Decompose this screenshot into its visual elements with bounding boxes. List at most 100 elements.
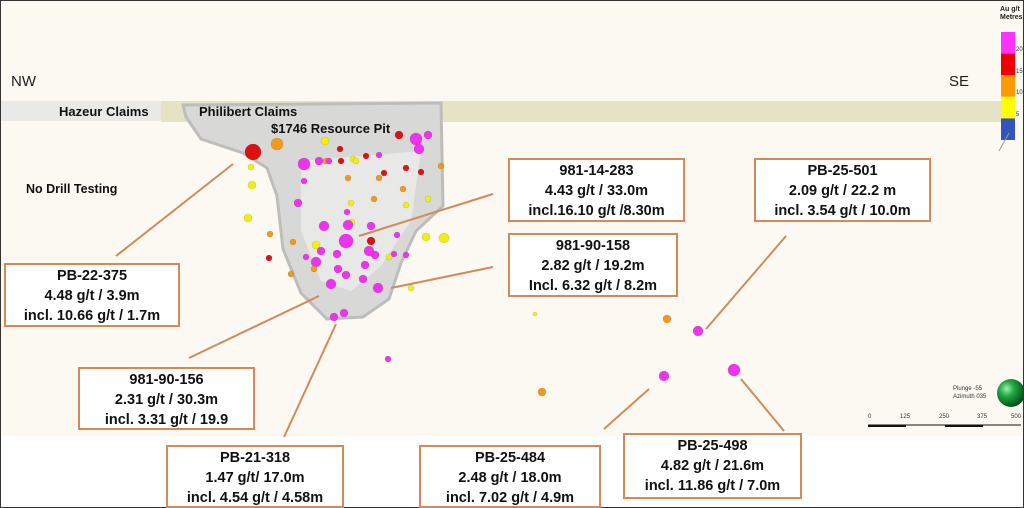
legend-bin — [1001, 53, 1015, 76]
drill-intercept-marker — [402, 201, 410, 209]
callout-leader-line — [283, 323, 337, 438]
drill-intercept-marker — [337, 157, 345, 165]
drill-intercept-marker — [402, 251, 410, 259]
drill-intercept-marker — [316, 246, 326, 256]
scale-tick: 500 — [1011, 414, 1022, 420]
drill-intercept-marker — [341, 270, 351, 280]
legend-bin — [1001, 75, 1015, 97]
drill-intercept-marker — [333, 264, 343, 274]
drill-intercept-marker — [375, 151, 383, 159]
callout-included-intercept: incl. 3.31 g/t / 19.9 — [104, 412, 229, 428]
callout-leader-line — [705, 235, 787, 330]
legend-title-line1: Au g/t — [1000, 6, 1020, 13]
drill-intercept-marker — [424, 195, 432, 203]
callout-pb-25-498: PB-25-498 4.82 g/t / 21.6m incl. 11.86 g… — [623, 433, 802, 499]
drill-intercept-marker — [343, 208, 351, 216]
drill-intercept-marker — [532, 311, 538, 317]
callout-hole-id: PB-25-501 — [807, 163, 878, 179]
drill-intercept-marker — [407, 284, 415, 292]
callout-pb-21-318: PB-21-318 1.47 g/t/ 17.0m incl. 4.54 g/t… — [166, 445, 344, 508]
drill-intercept-marker — [320, 136, 330, 146]
drill-intercept-marker — [244, 143, 262, 161]
drill-intercept-marker — [339, 308, 349, 318]
drill-intercept-marker — [310, 256, 322, 268]
drill-intercept-marker — [537, 387, 547, 397]
philibert-claims-label: Philibert Claims — [199, 104, 298, 119]
drill-intercept-marker — [287, 270, 295, 278]
legend-bin — [1001, 32, 1015, 54]
drill-intercept-marker — [413, 143, 425, 155]
orientation-sphere-icon — [997, 379, 1023, 407]
azimuth-text: Azimuth 035 — [953, 394, 987, 400]
legend-bin — [1001, 96, 1015, 119]
hazeur-claims-label: Hazeur Claims — [59, 104, 149, 119]
drill-intercept-marker — [402, 164, 410, 172]
direction-nw: NW — [11, 73, 36, 90]
legend-leader — [998, 132, 1010, 152]
drill-intercept-marker — [270, 137, 284, 151]
drill-intercept-marker — [437, 162, 445, 170]
drill-intercept-marker — [297, 157, 311, 171]
drill-intercept-marker — [338, 233, 354, 249]
scale-tick: 375 — [977, 414, 988, 420]
callout-intercept: 4.82 g/t / 21.6m — [660, 458, 765, 474]
drill-intercept-marker — [399, 185, 407, 193]
callout-intercept: 4.43 g/t / 33.0m — [544, 183, 649, 199]
legend-bin — [1001, 118, 1015, 140]
drill-intercept-marker — [293, 198, 303, 208]
drill-intercept-marker — [662, 314, 672, 324]
callout-leader-line — [603, 388, 650, 430]
legend-title-line2: Metres — [1000, 14, 1023, 21]
callout-included-intercept: incl. 3.54 g/t / 10.0m — [774, 203, 911, 219]
drill-intercept-marker — [385, 253, 393, 261]
drill-intercept-marker — [314, 156, 324, 166]
drill-intercept-marker — [409, 132, 423, 146]
legend-tick: 15 — [1016, 69, 1023, 75]
callout-pb-25-484: PB-25-484 2.48 g/t / 18.0m incl. 7.02 g/… — [419, 445, 601, 508]
pit-inner-floor — [301, 151, 421, 291]
drill-intercept-marker — [393, 231, 401, 239]
legend-title: Au g/t Metres — [1000, 6, 1023, 22]
drill-intercept-marker — [421, 232, 431, 242]
callout-hole-id: 981-90-158 — [555, 238, 631, 254]
drill-intercept-marker — [372, 282, 384, 294]
drill-intercept-marker — [329, 312, 339, 322]
scale-tick: 0 — [868, 414, 872, 420]
callout-hole-id: PB-22-375 — [56, 268, 128, 284]
drill-intercept-marker — [375, 174, 383, 182]
callout-981-14-283: 981-14-283 4.43 g/t / 33.0m incl.16.10 g… — [508, 158, 685, 222]
callout-hole-id: PB-21-318 — [219, 450, 291, 466]
drill-intercept-marker — [243, 213, 253, 223]
drill-intercept-marker — [302, 253, 310, 261]
scale-tick: 125 — [900, 414, 911, 420]
drill-intercept-marker — [352, 157, 360, 165]
drill-intercept-marker — [325, 157, 333, 165]
drill-intercept-marker — [310, 265, 318, 273]
drill-intercept-marker — [300, 177, 308, 185]
drill-intercept-marker — [336, 145, 344, 153]
callout-pb-22-375: PB-22-375 4.48 g/t / 3.9m incl. 10.66 g/… — [4, 263, 180, 327]
drill-intercept-marker — [247, 180, 257, 190]
drill-intercept-marker — [390, 250, 398, 258]
callout-intercept: 1.47 g/t/ 17.0m — [205, 470, 305, 486]
drill-intercept-marker — [692, 325, 704, 337]
callout-intercept: 2.31 g/t / 30.3m — [114, 392, 219, 408]
direction-se: SE — [949, 73, 970, 90]
drill-intercept-marker — [658, 370, 670, 382]
callout-included-intercept: Incl. 6.32 g/t / 8.2m — [528, 278, 658, 294]
drill-intercept-marker — [366, 221, 376, 231]
drill-intercept-marker — [289, 238, 297, 246]
callout-intercept: 2.09 g/t / 22.2 m — [788, 183, 897, 199]
drill-intercept-marker — [332, 249, 342, 259]
drill-intercept-marker — [366, 236, 376, 246]
legend-tick: 10 — [1016, 90, 1023, 96]
drill-intercept-marker — [325, 278, 337, 290]
drill-intercept-marker — [380, 169, 388, 177]
drill-intercept-marker — [727, 363, 741, 377]
callout-hole-id: 981-90-156 — [129, 372, 204, 388]
callout-included-intercept: incl. 4.54 g/t / 4.58m — [186, 490, 324, 506]
scale-tick: 250 — [939, 414, 950, 420]
drill-intercept-marker — [423, 130, 433, 140]
